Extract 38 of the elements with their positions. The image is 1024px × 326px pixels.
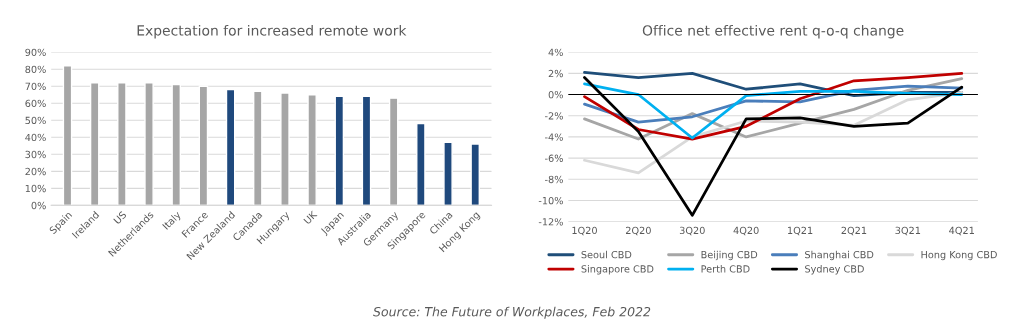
x-tick-label: 1Q21 [788, 226, 813, 236]
y-tick-label: -2% [545, 112, 563, 120]
y-tick-label: 80% [25, 65, 46, 74]
x-tick-label: 2Q21 [841, 226, 867, 236]
y-tick-label: -6% [545, 154, 563, 162]
y-tick-label: 10% [25, 184, 46, 193]
y-tick-label: 40% [25, 133, 46, 142]
source-note: Source: The Future of Workplaces, Feb 2022 [373, 306, 651, 319]
y-tick-label: -4% [545, 133, 563, 141]
y-tick-label: 30% [25, 150, 46, 159]
x-tick-label: 1Q20 [572, 226, 597, 236]
legend-label: Sydney CBD [805, 265, 864, 275]
chart-title: Office net effective rent q-o-q change [642, 24, 904, 39]
x-tick-label: 4Q21 [949, 226, 974, 236]
x-tick-label: 3Q20 [679, 226, 705, 236]
y-tick-label: 50% [25, 116, 46, 125]
y-tick-label: 0% [31, 201, 46, 210]
y-tick-label: -8% [545, 175, 563, 184]
y-tick-label: 2% [548, 69, 563, 78]
legend-label: Singapore CBD [581, 265, 654, 275]
x-tick-label: 3Q21 [895, 226, 921, 236]
y-tick-label: 20% [25, 167, 46, 176]
y-tick-label: 0% [548, 91, 563, 99]
legend-label: Perth CBD [701, 265, 750, 273]
y-tick-label: 70% [25, 82, 46, 91]
y-tick-label: 90% [25, 48, 46, 56]
y-tick-label: 60% [25, 99, 46, 108]
legend-label: Beijing CBD [701, 250, 758, 261]
legend-label: Hong Kong CBD [921, 250, 997, 261]
y-tick-label: -10% [538, 196, 563, 205]
x-tick-label: UK [303, 210, 318, 225]
y-tick-label: 4% [548, 48, 563, 56]
legend-label: Seoul CBD [581, 250, 632, 259]
x-tick-label: 2Q20 [625, 226, 651, 236]
y-tick-label: -12% [538, 218, 563, 226]
x-tick-label: 4Q20 [733, 226, 759, 236]
legend-label: Shanghai CBD [805, 250, 874, 261]
chart-title: Expectation for increased remote work [137, 24, 407, 39]
